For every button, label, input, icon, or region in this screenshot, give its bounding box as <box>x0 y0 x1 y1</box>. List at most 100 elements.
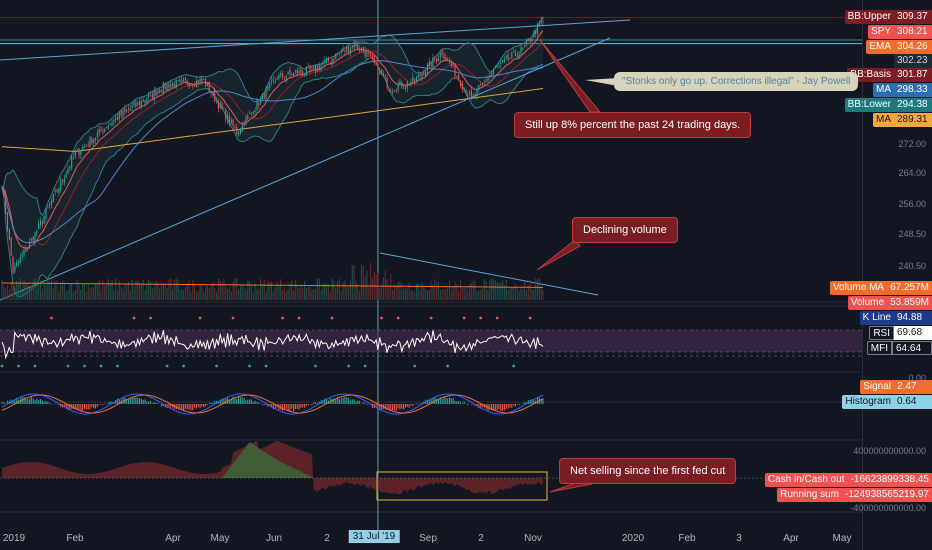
macd-histogram-bar <box>161 404 163 407</box>
macd-histogram-bar <box>458 401 460 404</box>
candle-body <box>278 74 280 79</box>
candle-body <box>230 119 232 125</box>
candle-body <box>111 122 113 126</box>
volume-bar <box>360 264 362 300</box>
candle-body <box>210 93 212 95</box>
volume-bar <box>118 280 120 300</box>
volume-bar <box>89 288 91 300</box>
candle-body <box>43 215 45 224</box>
candle-body <box>516 55 518 58</box>
candle-body <box>536 23 539 34</box>
candle-body <box>415 77 418 82</box>
candle-body <box>540 20 542 24</box>
macd-histogram-bar <box>41 400 43 404</box>
volume-bar <box>102 279 104 300</box>
candle-body <box>142 99 144 102</box>
macd-histogram-bar <box>395 404 397 411</box>
macd-histogram-bar <box>346 397 348 404</box>
ma-value: 298.33 <box>894 83 932 97</box>
candle-body <box>441 51 443 55</box>
candle-body <box>430 62 432 67</box>
volume-bar <box>47 279 49 300</box>
candle-body <box>197 80 199 85</box>
volume-bar <box>194 285 196 300</box>
macd-histogram-bar <box>12 400 14 404</box>
macd-histogram-bar <box>94 404 97 409</box>
volume-bar <box>485 281 487 300</box>
volume-bar <box>168 279 170 300</box>
candle-body <box>54 190 56 192</box>
candle-body <box>41 222 43 224</box>
candle-body <box>27 247 29 251</box>
volume-bar <box>388 286 390 300</box>
macd-histogram-bar <box>445 397 447 404</box>
volume-arrow <box>536 239 581 271</box>
k-line-signal-dot <box>231 316 235 320</box>
volume-bar <box>294 279 296 300</box>
candle-body <box>60 180 62 191</box>
volume-bar <box>179 289 181 300</box>
candle-body <box>5 194 7 215</box>
candle-body <box>395 89 397 92</box>
macd-histogram-bar <box>386 404 388 410</box>
powell-quote-bubble[interactable]: "Stonks only go up. Corrections illegal"… <box>614 72 859 91</box>
price-tick: 248.50 <box>898 229 926 239</box>
macd-histogram-bar <box>533 399 535 404</box>
k-line-signal-dot <box>297 316 301 320</box>
running-sum-value: -124938565219.97 <box>842 488 932 502</box>
volume-bar <box>190 291 192 300</box>
candle-body <box>414 78 416 82</box>
volume-bar <box>126 284 128 300</box>
volume-bar <box>278 285 280 300</box>
trendlines[interactable] <box>0 19 862 301</box>
candle-body <box>329 62 331 64</box>
volume-bar <box>516 287 518 300</box>
volume-bar <box>410 290 412 300</box>
macd-histogram-bar <box>102 404 104 406</box>
volume-bar <box>52 288 54 300</box>
running-sum-label: Running sum -124938565219.97 <box>777 488 932 502</box>
still-up-callout[interactable]: Still up 8% percent the past 24 trading … <box>514 112 752 138</box>
macd-histogram-bar <box>144 399 146 404</box>
macd-histogram-bar <box>245 400 247 404</box>
volume-bar <box>514 284 517 300</box>
macd-histogram-bar <box>43 402 45 404</box>
volume-bar <box>456 284 458 300</box>
candle-body <box>419 74 421 77</box>
macd-histogram-bar <box>241 397 243 404</box>
volume-bar <box>509 287 511 300</box>
candle-body <box>32 236 34 242</box>
candle-body <box>190 84 192 87</box>
x-tick: Apr <box>165 533 181 544</box>
macd-histogram-bar <box>210 402 212 404</box>
volume-bar <box>104 285 106 300</box>
macd-histogram-bar <box>186 404 188 410</box>
macd-histogram-bar <box>492 404 495 411</box>
candle-body <box>388 88 390 90</box>
macd-histogram-bar <box>302 404 304 408</box>
cash-flow-pane <box>0 440 862 501</box>
macd-histogram-bar <box>505 404 507 410</box>
declining-volume-callout[interactable]: Declining volume <box>572 217 678 243</box>
macd-histogram-bar <box>452 398 454 404</box>
volume-bar <box>333 281 335 300</box>
net-selling-callout[interactable]: Net selling since the first fed cut <box>559 458 737 484</box>
volume-bar <box>353 265 355 300</box>
macd-histogram-bar <box>63 404 65 407</box>
macd-histogram-bar <box>142 399 144 404</box>
macd-histogram-bar <box>1 402 3 404</box>
candle-body <box>98 128 100 134</box>
volume-bar <box>234 278 236 300</box>
candle-body <box>206 83 208 86</box>
macd-histogram-bar <box>287 404 289 412</box>
volume-bar <box>344 280 346 300</box>
volume-bar <box>285 291 287 300</box>
volume-bar <box>452 286 454 300</box>
volume-bar <box>219 280 221 300</box>
macd-histogram-bar <box>50 404 53 405</box>
candle-body <box>382 73 384 76</box>
volume-bar <box>395 286 397 300</box>
macd-histogram-bar <box>38 399 40 404</box>
candle-body <box>298 70 300 74</box>
